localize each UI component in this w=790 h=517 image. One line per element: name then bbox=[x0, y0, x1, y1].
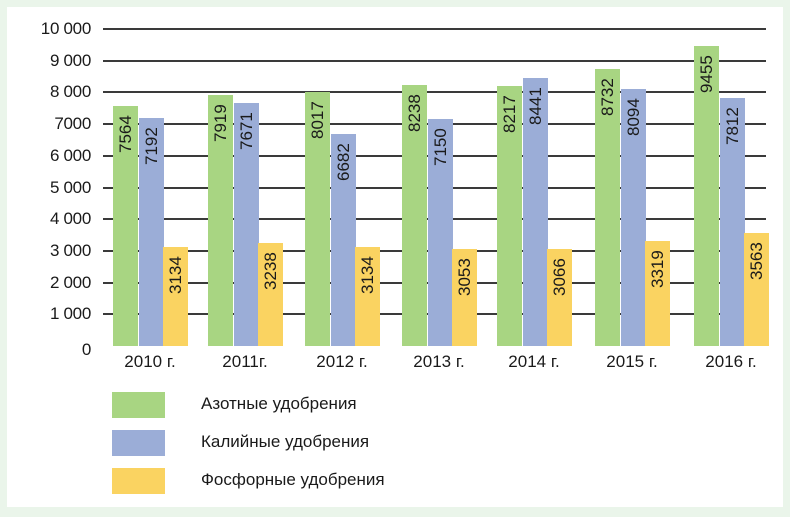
bar-potassium: 7812 bbox=[720, 98, 745, 346]
bar-phosphorus: 3066 bbox=[547, 248, 572, 346]
bar-value-label: 7192 bbox=[141, 127, 161, 165]
bar-value-label: 7812 bbox=[722, 107, 742, 146]
y-axis-tick-label: 8 000 bbox=[49, 82, 91, 102]
x-axis-tick-label: 2010 г. bbox=[124, 352, 176, 371]
bar-potassium: 8441 bbox=[523, 78, 548, 346]
bar-value-label: 3053 bbox=[454, 258, 474, 297]
legend-label: Азотные удобрения bbox=[201, 394, 357, 413]
y-axis-tick-label: 4 000 bbox=[49, 209, 91, 229]
bar-value-label: 3134 bbox=[165, 255, 185, 294]
legend-label: Калийные удобрения bbox=[201, 432, 370, 451]
bar-value-label: 8732 bbox=[597, 78, 617, 117]
y-axis-tick-label: 5 000 bbox=[49, 177, 91, 197]
bar-value-label: 7671 bbox=[236, 112, 256, 150]
bar-value-label: 3134 bbox=[357, 255, 377, 294]
bar-value-label: 8217 bbox=[499, 94, 519, 133]
bar-phosphorus: 3319 bbox=[645, 240, 670, 346]
bar-value-label: 8441 bbox=[525, 87, 545, 126]
y-axis-tick-label: 7000 bbox=[54, 114, 91, 134]
bar-nitrogen: 8217 bbox=[497, 85, 522, 346]
bar-potassium: 7671 bbox=[234, 102, 259, 346]
y-axis-tick-label: 3 000 bbox=[49, 240, 91, 260]
bar-nitrogen: 7919 bbox=[208, 94, 233, 346]
legend-swatch bbox=[112, 392, 165, 418]
gridline bbox=[103, 91, 766, 94]
x-axis-tick-label: 2014 г. bbox=[508, 352, 560, 371]
x-axis-tick-label: 2016 г. bbox=[705, 352, 757, 371]
bar-potassium: 8094 bbox=[621, 89, 646, 346]
x-axis-tick-label: 2015 г. bbox=[606, 352, 658, 371]
bar-potassium: 6682 bbox=[331, 134, 356, 346]
bar-nitrogen: 8238 bbox=[402, 84, 427, 346]
legend-swatch bbox=[112, 468, 165, 494]
x-axis-tick-label: 2013 г. bbox=[413, 352, 465, 371]
gridline bbox=[103, 28, 766, 30]
bar-value-label: 3319 bbox=[647, 249, 667, 288]
bar-nitrogen: 8017 bbox=[305, 91, 330, 346]
bar-nitrogen: 8732 bbox=[595, 69, 620, 346]
bar-value-label: 3563 bbox=[746, 242, 766, 281]
bar-value-label: 9455 bbox=[696, 55, 716, 94]
x-axis-tick-label: 2012 г. bbox=[316, 352, 368, 371]
bar-phosphorus: 3053 bbox=[452, 249, 477, 346]
bar-phosphorus: 3563 bbox=[744, 233, 769, 346]
bar-nitrogen: 7564 bbox=[113, 106, 138, 346]
legend-swatch bbox=[112, 430, 165, 456]
bar-phosphorus: 3238 bbox=[258, 243, 283, 346]
y-axis-tick-label: 10 000 bbox=[40, 19, 92, 38]
bar-potassium: 7192 bbox=[139, 118, 164, 346]
bar-value-label: 6682 bbox=[333, 143, 353, 182]
bar-value-label: 3238 bbox=[260, 252, 280, 291]
x-axis-tick-label: 2011г. bbox=[222, 352, 268, 371]
bar-phosphorus: 3134 bbox=[163, 246, 188, 346]
bar-value-label: 8017 bbox=[307, 101, 327, 139]
y-axis-tick-label: 0 bbox=[81, 340, 91, 359]
bar-phosphorus: 3134 bbox=[355, 246, 380, 346]
y-axis-tick-label: 9 000 bbox=[49, 50, 91, 70]
bar-value-label: 8094 bbox=[623, 98, 643, 137]
bar-nitrogen: 9455 bbox=[694, 46, 719, 346]
bar-value-label: 7564 bbox=[115, 115, 135, 154]
bar-potassium: 7150 bbox=[428, 119, 453, 346]
legend-label: Фосфорные удобрения bbox=[201, 470, 385, 489]
gridline bbox=[103, 59, 766, 62]
bar-value-label: 3066 bbox=[549, 257, 569, 296]
y-axis-tick-label: 6 000 bbox=[49, 145, 91, 165]
bar-value-label: 8238 bbox=[404, 94, 424, 132]
y-axis-tick-label: 2 000 bbox=[49, 272, 91, 292]
bar-value-label: 7919 bbox=[210, 104, 230, 142]
bar-value-label: 7150 bbox=[430, 128, 450, 167]
y-axis-tick-label: 1 000 bbox=[49, 304, 91, 324]
